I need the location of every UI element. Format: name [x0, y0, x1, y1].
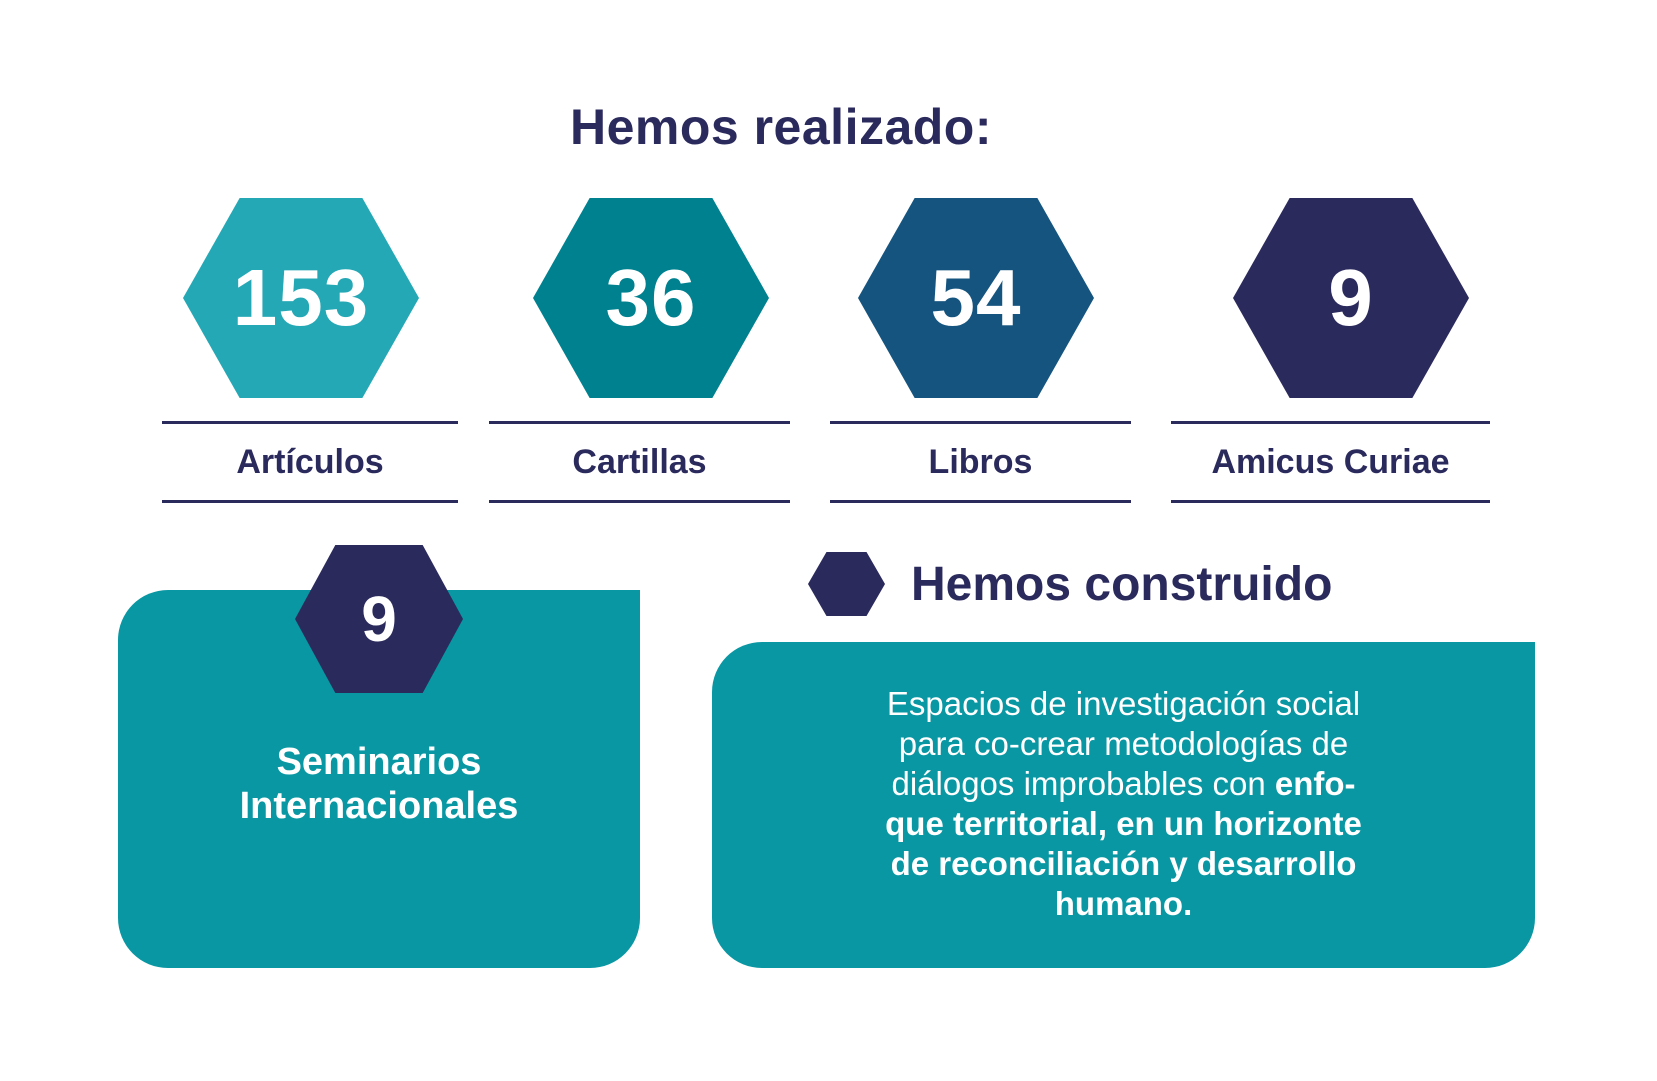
rule-bottom	[830, 500, 1131, 503]
rule-top	[162, 421, 458, 424]
built-heading: Hemos construido	[911, 557, 1333, 611]
rule-top	[1171, 421, 1490, 424]
stat-label: Cartillas	[572, 442, 707, 481]
stat-label: Artículos	[236, 442, 384, 481]
page-title: Hemos realizado:	[569, 99, 992, 155]
rule-top	[489, 421, 790, 424]
built-body-line2: para co-crear metodologías de	[898, 725, 1349, 762]
hexagon-bullet-icon	[808, 552, 885, 616]
rule-top	[830, 421, 1131, 424]
built-header: Hemos construido	[808, 552, 1332, 616]
built-body-line1: Espacios de investigación social	[886, 685, 1361, 722]
stat-label-group-amicus-curiae: Amicus Curiae	[1171, 421, 1490, 503]
built-body-line5: de reconciliación y desarrollo	[890, 845, 1357, 882]
seminars-badge-value: 9	[361, 583, 397, 655]
stat-hexagon-amicus-curiae: 9	[1233, 198, 1469, 398]
seminars-panel: 9 Seminarios Internacionales	[118, 545, 640, 968]
rule-bottom	[489, 500, 790, 503]
stat-label: Libros	[928, 442, 1033, 481]
built-body: Espacios de investigación social para co…	[732, 684, 1515, 924]
stat-value: 153	[232, 253, 370, 342]
built-panel: Espacios de investigación social para co…	[712, 642, 1535, 968]
seminars-badge-hexagon: 9	[295, 545, 463, 693]
built-body-line3-regular: diálogos improbables con	[891, 765, 1275, 802]
stat-label: Amicus Curiae	[1211, 442, 1450, 481]
stat-label-group-libros: Libros	[830, 421, 1131, 503]
stat-hexagon-articulos: 153	[183, 198, 419, 398]
stat-hexagon-cartillas: 36	[533, 198, 769, 398]
stat-value: 36	[605, 253, 697, 342]
seminars-label: Seminarios Internacionales	[118, 740, 640, 828]
stat-label-group-cartillas: Cartillas	[489, 421, 790, 503]
rule-bottom	[162, 500, 458, 503]
built-body-line3: diálogos improbables con enfo-	[732, 764, 1515, 804]
stat-value: 9	[1328, 253, 1374, 342]
stat-hexagon-libros: 54	[858, 198, 1094, 398]
seminars-label-line1: Seminarios	[276, 741, 482, 783]
stat-value: 54	[930, 253, 1022, 342]
rule-bottom	[1171, 500, 1490, 503]
built-body-line6: humano.	[1054, 885, 1193, 922]
seminars-label-line2: Internacionales	[239, 785, 519, 827]
stat-label-group-articulos: Artículos	[162, 421, 458, 503]
built-body-line3-bold: enfo-	[1274, 765, 1356, 802]
built-body-line4: que territorial, en un horizonte	[885, 805, 1362, 842]
